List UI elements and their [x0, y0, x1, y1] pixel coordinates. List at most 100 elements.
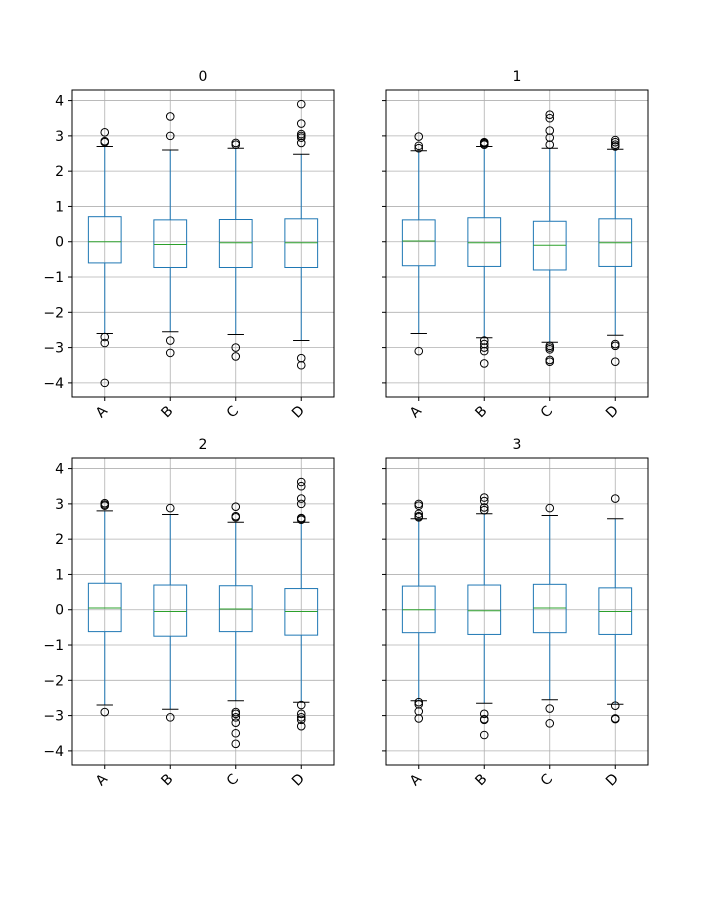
flier-point [414, 700, 424, 709]
flier-point [610, 140, 620, 149]
box-D [598, 135, 633, 367]
y-tick-label: 4 [55, 462, 64, 478]
y-tick-label: −1 [43, 638, 64, 654]
flier-point [231, 739, 241, 749]
flier-point [231, 352, 241, 361]
flier-point [610, 494, 620, 503]
axes-frame [71, 457, 335, 766]
box-iqr [532, 583, 567, 634]
flier-point [545, 133, 555, 142]
flier-point [610, 701, 620, 711]
flier-point [414, 707, 424, 716]
flier-point [545, 719, 555, 728]
flier-point [165, 131, 175, 141]
flier-point [296, 119, 306, 128]
flier-point [545, 113, 555, 123]
flier-point [100, 498, 110, 508]
flier-point [414, 499, 424, 509]
flier-point [479, 730, 489, 740]
flier-point [231, 709, 241, 719]
flier-point [231, 511, 241, 521]
y-tick-label: 1 [55, 567, 64, 583]
y-tick-label: 2 [55, 164, 64, 180]
y-tick-label: −2 [43, 673, 64, 689]
flier-point [165, 348, 175, 358]
box-iqr [467, 217, 502, 267]
box-iqr [401, 219, 436, 267]
flier-point [414, 346, 424, 356]
flier-point [231, 728, 241, 738]
y-tick-label: −3 [43, 341, 64, 357]
flier-point [545, 704, 555, 713]
box-iqr [218, 219, 253, 268]
y-tick-label: 3 [55, 129, 64, 145]
flier-point [231, 138, 241, 148]
flier-point [545, 503, 555, 513]
flier-point [296, 499, 306, 509]
box-C [218, 138, 253, 361]
flier-point [165, 112, 175, 121]
flier-point [479, 359, 489, 368]
flier-point [545, 126, 555, 135]
flier-point [165, 503, 175, 513]
flier-point [545, 140, 555, 149]
flier-point [479, 493, 489, 502]
panel-title: 1 [513, 69, 522, 85]
box-A [87, 498, 122, 717]
flier-point [231, 343, 241, 352]
flier-point [479, 343, 489, 352]
flier-point [414, 132, 424, 141]
y-tick-label: 4 [55, 94, 64, 110]
flier-point [296, 138, 306, 148]
flier-point [296, 494, 306, 503]
flier-point [296, 99, 306, 109]
box-C [532, 503, 567, 728]
flier-point [610, 714, 620, 724]
flier-point [479, 503, 489, 512]
box-C [218, 502, 253, 749]
box-A [401, 499, 436, 723]
flier-point [479, 336, 489, 345]
box-iqr [467, 584, 502, 635]
flier-point [545, 357, 555, 367]
box-D [284, 99, 319, 370]
flier-point [545, 345, 555, 354]
box-B [467, 137, 502, 368]
y-tick-label: 2 [55, 532, 64, 548]
flier-point [100, 707, 110, 717]
panel-1: A B C D1 [382, 69, 649, 422]
box-B [467, 493, 502, 740]
flier-point [296, 129, 306, 139]
box-D [598, 494, 633, 724]
flier-point [414, 697, 424, 707]
flier-point [414, 141, 424, 151]
flier-point [100, 128, 110, 137]
flier-point [610, 137, 620, 147]
flier-point [100, 136, 110, 146]
y-tick-label: −4 [43, 376, 64, 392]
panel-title: 3 [513, 437, 522, 453]
flier-point [296, 700, 306, 710]
axes-frame [71, 89, 335, 398]
flier-point [479, 715, 489, 725]
flier-point [165, 336, 175, 345]
y-tick-label: −3 [43, 709, 64, 725]
box-A [87, 128, 122, 388]
flier-point [100, 378, 110, 388]
y-tick-label: 3 [55, 497, 64, 513]
flier-point [545, 110, 555, 120]
box-iqr [153, 219, 188, 268]
box-B [153, 112, 188, 358]
flier-point [610, 357, 620, 367]
flier-point [479, 346, 489, 356]
flier-point [231, 713, 241, 722]
flier-point [100, 338, 110, 348]
flier-point [165, 713, 175, 722]
y-tick-label: −4 [43, 744, 64, 760]
box-D [284, 477, 319, 731]
flier-point [296, 709, 306, 719]
flier-point [610, 341, 620, 351]
